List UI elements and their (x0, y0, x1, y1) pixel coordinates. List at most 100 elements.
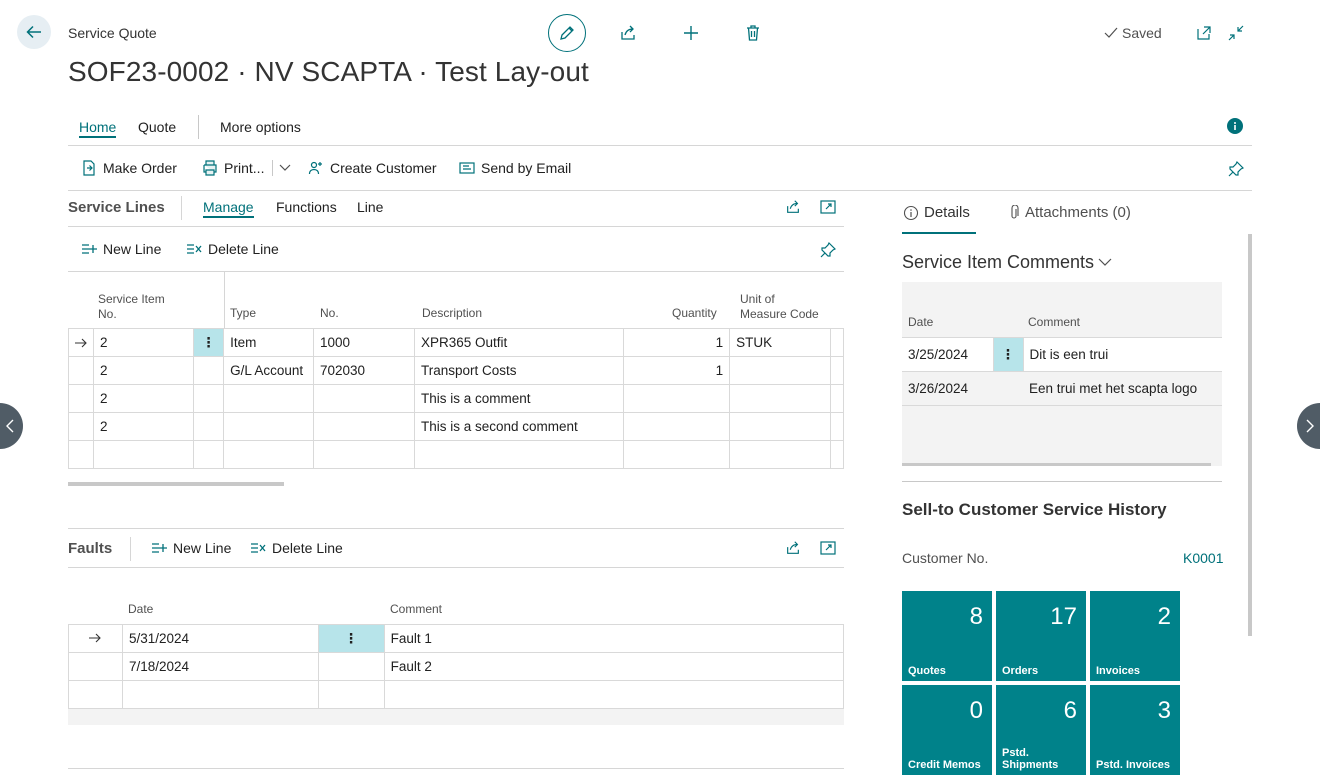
chevron-down-icon[interactable] (279, 164, 291, 172)
table-row-empty[interactable] (68, 680, 845, 709)
cell-description[interactable]: XPR365 Outfit (413, 328, 625, 357)
expand-lines-button[interactable] (819, 198, 837, 216)
delete-button[interactable] (742, 22, 764, 44)
row-actions-cell[interactable] (193, 412, 225, 441)
cell[interactable] (121, 680, 319, 709)
cell-type[interactable] (223, 384, 314, 413)
cell-fault-date[interactable]: 7/18/2024 (121, 652, 319, 681)
cell-description[interactable]: Transport Costs (413, 356, 625, 385)
cell[interactable] (413, 440, 625, 469)
cell-quantity[interactable]: 1 (623, 328, 731, 357)
pin-action-bar-button[interactable] (1227, 160, 1245, 178)
cell-item-no[interactable]: 2 (92, 356, 195, 385)
col-no[interactable]: No. (320, 306, 339, 320)
print-button[interactable]: Print... (202, 160, 291, 176)
cell-quantity[interactable] (623, 384, 731, 413)
col-comment-text[interactable]: Comment (1028, 315, 1081, 329)
col-type[interactable]: Type (230, 306, 257, 320)
expand-faults-button[interactable] (819, 539, 837, 557)
cell-comment-text[interactable]: Dit is een trui (1022, 337, 1222, 372)
customer-no-link[interactable]: K0001 (1183, 550, 1224, 566)
cell-item-no[interactable]: 2 (92, 412, 195, 441)
cell-description[interactable]: This is a second comment (413, 412, 625, 441)
row-actions-cell[interactable] (193, 384, 225, 413)
table-row[interactable]: 2 This is a second comment (68, 412, 845, 441)
cell-quantity[interactable]: 1 (623, 356, 731, 385)
previous-record-button[interactable] (0, 403, 23, 449)
faults-new-line-button[interactable]: New Line (151, 540, 231, 556)
cell[interactable] (92, 440, 195, 469)
cell-comment-date[interactable]: 3/25/2024 (902, 337, 994, 372)
col-uom[interactable]: Unit of Measure Code (740, 292, 819, 321)
tile-credit-memos[interactable]: 0 Credit Memos (902, 685, 992, 775)
col-service-item-no[interactable]: Service Item No. (98, 292, 165, 321)
tile-pstd-shipments[interactable]: 6 Pstd. Shipments (996, 685, 1086, 775)
cell-fault-comment[interactable]: Fault 1 (383, 624, 845, 653)
table-row[interactable]: 2 G/L Account 702030 Transport Costs 1 (68, 356, 845, 385)
table-row[interactable]: 2 This is a comment (68, 384, 845, 413)
pin-lines-button[interactable] (819, 241, 837, 259)
row-actions-cell[interactable] (317, 652, 385, 681)
cell[interactable] (193, 440, 225, 469)
info-icon[interactable] (1227, 118, 1243, 134)
cell[interactable] (729, 440, 831, 469)
new-button[interactable] (680, 22, 702, 44)
table-row[interactable]: 3/26/2024 Een trui met het scapta logo (902, 371, 1222, 406)
cell-fault-date[interactable]: 5/31/2024 (121, 624, 319, 653)
new-line-button[interactable]: New Line (81, 241, 161, 257)
service-item-comments-header[interactable]: Service Item Comments (902, 252, 1112, 273)
cell-uom[interactable]: STUK (729, 328, 831, 357)
row-actions-icon[interactable]: ⋮ (317, 624, 385, 653)
back-button[interactable] (17, 15, 51, 49)
share-lines-button[interactable] (784, 198, 802, 216)
cell-no[interactable]: 702030 (312, 356, 416, 385)
tile-orders[interactable]: 17 Orders (996, 591, 1086, 681)
col-fault-comment[interactable]: Comment (390, 602, 443, 616)
factbox-tab-attachments[interactable]: Attachments (0) (1008, 204, 1131, 221)
cell-no[interactable] (312, 412, 416, 441)
tab-quote[interactable]: Quote (138, 119, 177, 135)
row-actions-cell[interactable] (993, 371, 1023, 406)
horizontal-scrollbar[interactable] (68, 482, 284, 486)
tab-more-options[interactable]: More options (220, 119, 301, 135)
edit-button[interactable] (548, 14, 586, 52)
cell-type[interactable] (223, 412, 314, 441)
cell-uom[interactable] (729, 412, 831, 441)
tab-functions[interactable]: Functions (276, 199, 337, 215)
tab-manage[interactable]: Manage (203, 199, 254, 218)
tile-quotes[interactable]: 8 Quotes (902, 591, 992, 681)
cell[interactable] (623, 440, 731, 469)
table-row[interactable]: 3/25/2024 ⋮ Dit is een trui (902, 337, 1222, 372)
cell-comment-date[interactable]: 3/26/2024 (902, 371, 993, 406)
cell[interactable] (317, 680, 385, 709)
cell-quantity[interactable] (623, 412, 731, 441)
table-row[interactable]: 7/18/2024 Fault 2 (68, 652, 845, 681)
cell-item-no[interactable]: 2 (92, 328, 195, 357)
cell-uom[interactable] (729, 384, 831, 413)
share-button[interactable] (617, 22, 639, 44)
collapse-button[interactable] (1226, 23, 1246, 43)
row-actions-icon[interactable]: ⋮ (992, 337, 1024, 372)
table-row-empty[interactable] (68, 440, 845, 469)
cell-type[interactable]: Item (223, 328, 314, 357)
send-by-email-button[interactable]: Send by Email (459, 160, 571, 176)
open-new-window-button[interactable] (1194, 23, 1214, 43)
cell[interactable] (383, 680, 845, 709)
factbox-scrollbar[interactable] (1248, 234, 1252, 636)
share-faults-button[interactable] (784, 539, 802, 557)
cell[interactable] (312, 440, 416, 469)
col-quantity[interactable]: Quantity (672, 306, 717, 320)
comments-scrollbar[interactable] (902, 463, 1211, 466)
table-row[interactable]: 2 ⋮ Item 1000 XPR365 Outfit 1 STUK (68, 328, 845, 357)
delete-line-button[interactable]: Delete Line (186, 241, 279, 257)
col-fault-date[interactable]: Date (128, 602, 154, 616)
make-order-button[interactable]: Make Order (81, 160, 177, 176)
tile-invoices[interactable]: 2 Invoices (1090, 591, 1180, 681)
table-row[interactable]: 5/31/2024 ⋮ Fault 1 (68, 624, 845, 653)
cell-fault-comment[interactable]: Fault 2 (383, 652, 845, 681)
cell-type[interactable]: G/L Account (223, 356, 314, 385)
row-actions-icon[interactable]: ⋮ (193, 328, 225, 357)
cell-uom[interactable] (729, 356, 831, 385)
cell-comment-text[interactable]: Een trui met het scapta logo (1023, 371, 1222, 406)
cell-no[interactable]: 1000 (312, 328, 416, 357)
